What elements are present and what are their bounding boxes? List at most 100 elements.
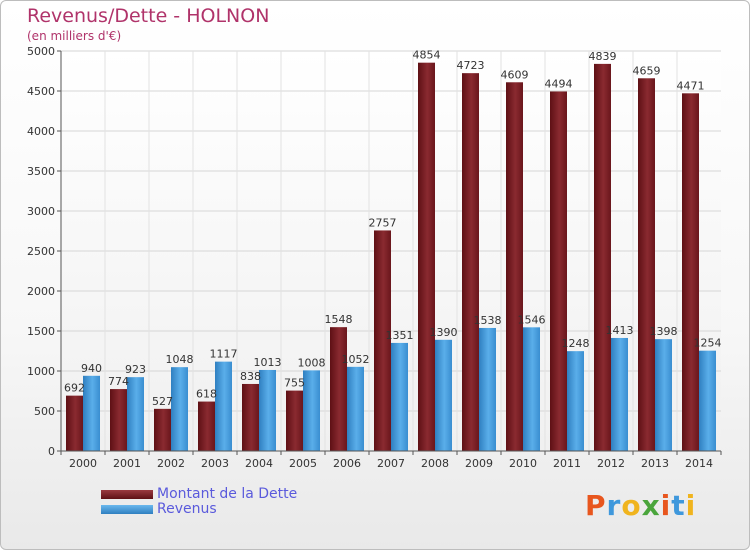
bar-dette-2000 bbox=[66, 395, 83, 451]
bar-revenus-2002 bbox=[171, 367, 188, 451]
bar-dette-2005 bbox=[286, 390, 303, 451]
x-tick-label: 2006 bbox=[333, 457, 361, 470]
logo-letter: r bbox=[606, 489, 622, 522]
x-tick-label: 2002 bbox=[157, 457, 185, 470]
bar-revenus-2007 bbox=[391, 342, 408, 451]
data-label: 1013 bbox=[254, 356, 282, 369]
x-tick-label: 2009 bbox=[465, 457, 493, 470]
bar-revenus-2005 bbox=[303, 370, 320, 451]
bar-dette-2007 bbox=[374, 230, 391, 451]
data-label: 4839 bbox=[589, 50, 617, 63]
bar-revenus-2008 bbox=[435, 339, 452, 451]
x-tick-label: 2010 bbox=[509, 457, 537, 470]
data-label: 1390 bbox=[430, 326, 458, 339]
y-tick-label: 3500 bbox=[27, 165, 55, 178]
bar-dette-2002 bbox=[154, 408, 171, 451]
logo-letter: i bbox=[685, 489, 697, 522]
legend-label-debt: Montant de la Dette bbox=[157, 486, 298, 502]
x-tick-label: 2003 bbox=[201, 457, 229, 470]
bar-revenus-2009 bbox=[479, 327, 496, 451]
data-label: 774 bbox=[108, 375, 129, 388]
bar-revenus-2011 bbox=[567, 351, 584, 451]
chart-title: Revenus/Dette - HOLNON bbox=[27, 5, 270, 27]
bar-revenus-2006 bbox=[347, 366, 364, 451]
chart-subtitle: (en milliers d'€) bbox=[27, 29, 122, 43]
legend-swatch-debt bbox=[101, 490, 153, 499]
y-tick-label: 0 bbox=[48, 445, 55, 458]
bar-revenus-2013 bbox=[655, 339, 672, 451]
legend-label-revenus: Revenus bbox=[157, 501, 217, 517]
data-label: 4723 bbox=[457, 59, 485, 72]
data-label: 755 bbox=[284, 377, 305, 390]
data-label: 4659 bbox=[633, 64, 661, 77]
bar-dette-2001 bbox=[110, 389, 127, 451]
bar-dette-2008 bbox=[418, 62, 435, 452]
logo-letter: t bbox=[671, 489, 686, 522]
data-label: 4494 bbox=[545, 77, 573, 90]
x-tick-label: 2001 bbox=[113, 457, 141, 470]
data-label: 1117 bbox=[210, 348, 238, 361]
x-tick-label: 2004 bbox=[245, 457, 273, 470]
data-label: 1048 bbox=[166, 353, 194, 366]
bar-revenus-2001 bbox=[127, 377, 144, 451]
bar-dette-2003 bbox=[198, 401, 215, 451]
bar-dette-2012 bbox=[594, 63, 611, 451]
bar-dette-2011 bbox=[550, 91, 567, 451]
data-label: 692 bbox=[64, 382, 85, 395]
x-tick-label: 2008 bbox=[421, 457, 449, 470]
bar-revenus-2010 bbox=[523, 327, 540, 451]
x-tick-label: 2013 bbox=[641, 457, 669, 470]
data-label: 1052 bbox=[342, 353, 370, 366]
logo-letter: o bbox=[621, 489, 642, 522]
x-tick-label: 2014 bbox=[685, 457, 713, 470]
bar-dette-2010 bbox=[506, 82, 523, 451]
logo-letter: P bbox=[585, 489, 607, 522]
data-label: 1008 bbox=[298, 356, 326, 369]
data-label: 940 bbox=[81, 362, 102, 375]
bar-revenus-2004 bbox=[259, 369, 276, 451]
y-tick-label: 4500 bbox=[27, 85, 55, 98]
bar-revenus-2000 bbox=[83, 375, 100, 451]
y-tick-label: 4000 bbox=[27, 125, 55, 138]
y-tick-label: 2000 bbox=[27, 285, 55, 298]
y-tick-label: 500 bbox=[34, 405, 55, 418]
bar-revenus-2014 bbox=[699, 350, 716, 451]
y-tick-label: 1500 bbox=[27, 325, 55, 338]
data-label: 1546 bbox=[518, 313, 546, 326]
data-label: 1254 bbox=[694, 337, 722, 350]
bar-revenus-2012 bbox=[611, 337, 628, 451]
y-tick-label: 1000 bbox=[27, 365, 55, 378]
bar-dette-2009 bbox=[462, 73, 479, 451]
x-tick-label: 2011 bbox=[553, 457, 581, 470]
bar-dette-2006 bbox=[330, 327, 347, 451]
data-label: 2757 bbox=[369, 216, 397, 229]
logo-letter: i bbox=[660, 489, 672, 522]
data-label: 1248 bbox=[562, 337, 590, 350]
bar-revenus-2003 bbox=[215, 361, 232, 451]
data-label: 4471 bbox=[677, 79, 705, 92]
data-label: 1548 bbox=[325, 313, 353, 326]
bar-dette-2004 bbox=[242, 383, 259, 451]
y-tick-label: 2500 bbox=[27, 245, 55, 258]
x-tick-label: 2000 bbox=[69, 457, 97, 470]
data-label: 527 bbox=[152, 395, 173, 408]
logo-letter: x bbox=[641, 489, 661, 522]
data-label: 923 bbox=[125, 363, 146, 376]
data-label: 1398 bbox=[650, 325, 678, 338]
x-tick-label: 2007 bbox=[377, 457, 405, 470]
x-tick-label: 2012 bbox=[597, 457, 625, 470]
data-label: 4609 bbox=[501, 68, 529, 81]
data-label: 4854 bbox=[413, 49, 441, 62]
legend-swatch-revenus bbox=[101, 505, 153, 514]
y-tick-label: 5000 bbox=[27, 45, 55, 58]
y-tick-label: 3000 bbox=[27, 205, 55, 218]
data-label: 1538 bbox=[474, 314, 502, 327]
data-label: 1413 bbox=[606, 324, 634, 337]
bar-dette-2014 bbox=[682, 93, 699, 451]
data-label: 618 bbox=[196, 388, 217, 401]
data-label: 838 bbox=[240, 370, 261, 383]
x-tick-label: 2005 bbox=[289, 457, 317, 470]
bar-dette-2013 bbox=[638, 78, 655, 451]
